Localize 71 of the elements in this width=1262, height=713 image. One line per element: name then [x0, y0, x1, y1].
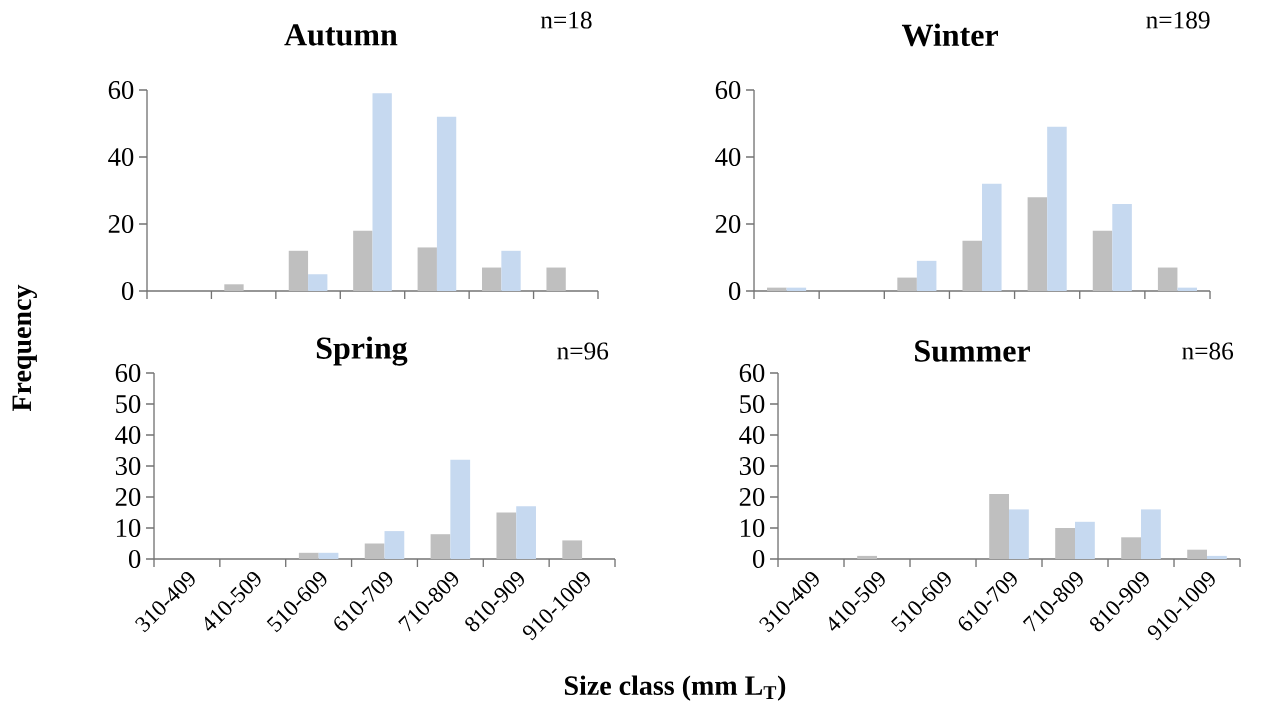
bar	[1055, 528, 1076, 559]
bar	[1157, 267, 1178, 291]
y-tick-label: 20	[715, 215, 741, 233]
bar	[1207, 555, 1227, 559]
bar	[916, 260, 937, 291]
y-tick-label: 60	[108, 81, 134, 99]
y-tick-label: 0	[728, 282, 741, 300]
bar	[318, 552, 339, 559]
bar	[767, 287, 787, 291]
y-tick-label: 60	[715, 81, 741, 99]
y-tick-label: 60	[115, 364, 141, 382]
y-tick-label: 20	[115, 488, 141, 506]
bar	[496, 512, 517, 559]
bar	[353, 230, 373, 291]
y-tick-label: 40	[739, 426, 765, 444]
bar	[372, 93, 392, 291]
chart-title: Spring	[316, 336, 408, 366]
y-tick-label: 10	[116, 519, 141, 537]
y-axis-title: Frequency	[12, 284, 37, 412]
bar	[224, 284, 244, 291]
bar	[897, 277, 917, 291]
text: n=18	[540, 11, 592, 29]
bar	[1177, 287, 1197, 291]
bar	[1009, 509, 1029, 559]
text: n=96	[557, 342, 609, 360]
bar	[482, 267, 502, 291]
bar	[450, 459, 471, 559]
bar	[1027, 197, 1048, 291]
bar	[364, 543, 385, 559]
y-tick-label: 0	[752, 550, 765, 568]
y-tick-label: 20	[739, 488, 765, 506]
bar	[1112, 203, 1132, 291]
y-tick-label: 40	[715, 148, 741, 166]
chart-title: Winter	[901, 23, 998, 47]
y-tick-label: 50	[116, 395, 141, 413]
chart-title: Autumn	[284, 24, 398, 46]
x-axis-title: Size class (mm L$_{T}$)	[564, 675, 786, 701]
y-tick-label: 0	[128, 550, 141, 568]
bar	[501, 250, 521, 291]
y-tick-label: 50	[740, 395, 765, 413]
text: n=86	[1182, 342, 1234, 360]
bar	[430, 534, 451, 559]
y-tick-label: 30	[739, 457, 765, 475]
y-tick-label: 60	[739, 364, 765, 382]
bar	[1047, 126, 1067, 291]
bar	[1075, 521, 1095, 559]
bar	[1187, 549, 1208, 559]
bar	[562, 540, 583, 559]
y-tick-label: 40	[108, 148, 134, 166]
y-tick-label: 40	[115, 426, 141, 444]
bar	[989, 493, 1010, 559]
bar	[857, 555, 878, 559]
bar	[982, 183, 1002, 291]
bar	[962, 240, 983, 291]
bar	[384, 531, 405, 559]
bar	[1092, 230, 1113, 291]
bar	[436, 116, 457, 291]
bar	[288, 250, 309, 291]
bar	[298, 552, 319, 559]
y-tick-label: 30	[115, 457, 141, 475]
text: n=189	[1146, 11, 1210, 29]
y-tick-label: 10	[740, 519, 765, 537]
bar	[1121, 537, 1142, 559]
bar	[516, 506, 536, 559]
bar	[308, 274, 328, 291]
y-tick-label: 0	[121, 282, 134, 300]
bar	[1141, 509, 1161, 559]
bar	[417, 247, 437, 291]
chart-title: Summer	[915, 340, 1031, 362]
y-tick-label: 20	[108, 215, 134, 233]
bar	[546, 267, 566, 291]
